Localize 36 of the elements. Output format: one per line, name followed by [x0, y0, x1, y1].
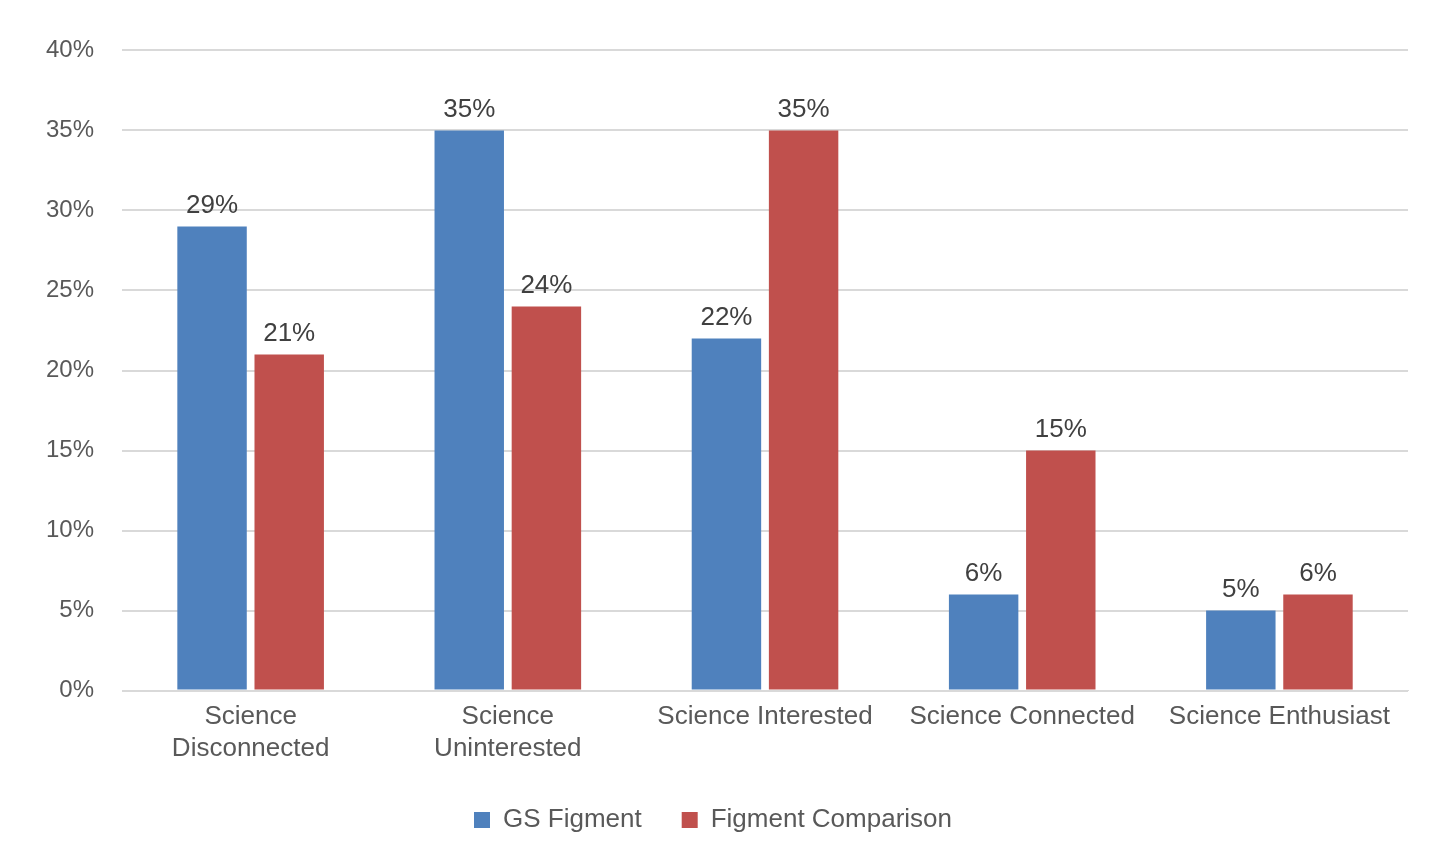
data-label: 15%: [1034, 412, 1087, 443]
y-tick-label: 5%: [59, 595, 95, 623]
bar: [768, 130, 839, 690]
bar: [1206, 610, 1276, 690]
data-label: 22%: [700, 300, 753, 331]
y-tick-label: 20%: [45, 355, 95, 383]
y-tick-label: 30%: [45, 195, 95, 223]
data-label: 24%: [520, 268, 573, 299]
y-tick-label: 25%: [45, 275, 95, 303]
data-label: 6%: [1299, 556, 1337, 587]
x-tick-label: Science Connected: [909, 700, 1135, 731]
bar: [254, 354, 324, 690]
bar: [948, 594, 1019, 690]
bar: [1283, 594, 1353, 690]
bar: [691, 338, 762, 690]
data-label: 21%: [263, 316, 316, 347]
bar: [177, 226, 247, 690]
legend-label: Figment Comparison: [710, 803, 953, 834]
legend-label: GS Figment: [502, 803, 643, 834]
bar: [511, 306, 582, 690]
x-tick-label: Science Disconnected: [171, 700, 330, 762]
y-tick-label: 10%: [45, 515, 95, 543]
x-tick-label: Science Uninterested: [434, 700, 582, 762]
bar: [434, 130, 504, 690]
y-tick-label: 40%: [45, 35, 95, 63]
y-tick-label: 15%: [45, 435, 95, 463]
data-label: 5%: [1222, 572, 1260, 603]
bar: [1026, 450, 1096, 690]
data-label: 29%: [186, 188, 239, 219]
x-tick-label: Science Enthusiast: [1168, 700, 1391, 731]
x-tick-label: Science Interested: [657, 700, 873, 731]
data-label: 35%: [443, 92, 496, 123]
y-tick-label: 35%: [45, 115, 95, 143]
data-label: 35%: [777, 92, 830, 123]
data-label: 6%: [964, 556, 1003, 587]
y-tick-label: 0%: [59, 675, 95, 703]
